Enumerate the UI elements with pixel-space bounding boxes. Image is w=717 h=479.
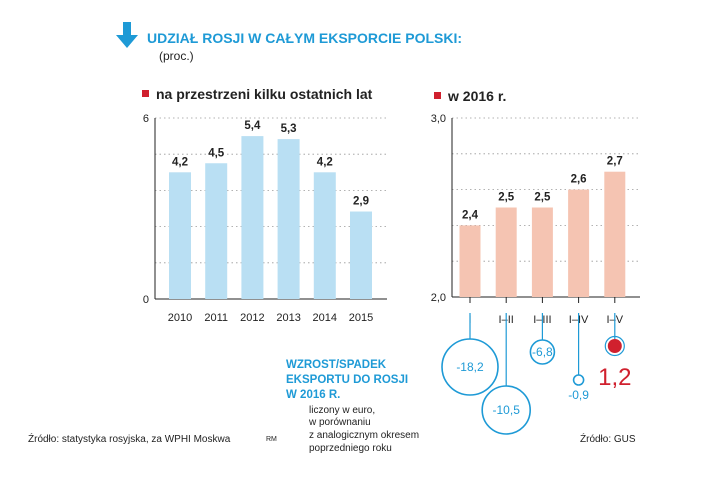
left-chart-value-label: 4,2 xyxy=(172,156,188,168)
right-chart-title: w 2016 r. xyxy=(447,88,506,104)
change-marker xyxy=(607,339,622,353)
change-bubble xyxy=(481,385,532,435)
change-title-line-2: EKSPORTU DO ROSJI xyxy=(286,374,408,386)
rm-mark: RM xyxy=(266,436,277,443)
source-left: Źródło: statystyka rosyjska, za WPHI Mos… xyxy=(28,432,231,445)
left-chart-value-label: 2,9 xyxy=(353,196,369,208)
right-chart-value-label: 2,7 xyxy=(607,156,623,168)
right-chart-bar xyxy=(568,189,590,297)
left-chart-ytick-label: 6 xyxy=(143,113,149,125)
left-chart-value-label: 4,2 xyxy=(317,156,333,168)
change-title-line-3: W 2016 R. xyxy=(286,389,340,401)
left-chart-xtick-label: 2015 xyxy=(349,312,373,324)
right-chart-bar xyxy=(495,207,517,297)
page-title: UDZIAŁ ROSJI W CAŁYM EKSPORCIE POLSKI: xyxy=(147,30,462,46)
right-chart-bar xyxy=(604,171,626,297)
right-chart-bar xyxy=(459,225,481,297)
change-bubble xyxy=(572,374,585,386)
left-chart-bar xyxy=(241,136,264,299)
change-title-line-1: WZROST/SPADEK xyxy=(286,359,387,371)
left-chart-bar xyxy=(277,139,300,299)
right-chart-value-label: 2,4 xyxy=(462,209,479,221)
left-chart-ytick-label: 0 xyxy=(143,294,149,306)
down-arrow-icon xyxy=(116,22,138,48)
change-value-label: 1,2 xyxy=(598,364,631,391)
left-chart-bar xyxy=(350,211,372,299)
change-note-line-3: z analogicznym okresem xyxy=(309,430,419,441)
change-value-label: -0,9 xyxy=(568,388,589,402)
change-note-line-2: w porównaniu xyxy=(308,417,371,428)
right-chart-ytick-label: 3,0 xyxy=(431,113,446,125)
change-bubble-chart: WZROST/SPADEK EKSPORTU DO ROSJI W 2016 R… xyxy=(286,313,631,454)
change-note-line-4: poprzedniego roku xyxy=(309,443,392,454)
change-value-label: -18,2 xyxy=(456,360,484,374)
right-bar-chart: w 2016 r. 2,03,02,4I2,5I–II2,5I–III2,6I–… xyxy=(431,88,640,326)
left-chart-bar xyxy=(313,172,336,299)
right-chart-ytick-label: 2,0 xyxy=(431,292,446,304)
right-chart-value-label: 2,5 xyxy=(498,192,515,204)
right-chart-bullet-icon xyxy=(434,92,441,99)
right-chart-value-label: 2,5 xyxy=(534,192,551,204)
left-chart-value-label: 4,5 xyxy=(208,147,225,159)
left-chart-bar xyxy=(169,172,191,299)
right-chart-bar xyxy=(531,207,553,297)
left-chart-xtick-label: 2014 xyxy=(313,312,337,324)
left-chart-xtick-label: 2011 xyxy=(204,312,228,324)
left-chart-title: na przestrzeni kilku ostatnich lat xyxy=(156,86,373,102)
left-chart-value-label: 5,3 xyxy=(281,123,297,135)
change-value-label: -10,5 xyxy=(493,403,521,417)
left-chart-xtick-label: 2013 xyxy=(276,312,300,324)
change-bubble xyxy=(441,338,499,396)
left-chart-value-label: 5,4 xyxy=(244,120,261,132)
left-chart-xtick-label: 2012 xyxy=(240,312,264,324)
left-chart-bullet-icon xyxy=(142,90,149,97)
change-bubble xyxy=(529,339,556,365)
left-chart-bar xyxy=(205,163,228,299)
left-chart-xtick-label: 2010 xyxy=(168,312,192,324)
page-subtitle: (proc.) xyxy=(159,49,194,63)
right-chart-value-label: 2,6 xyxy=(571,174,587,186)
change-note-line-1: liczony w euro, xyxy=(309,405,375,416)
change-marker-ring xyxy=(604,335,625,357)
change-value-label: -6,8 xyxy=(532,345,553,359)
left-bar-chart: na przestrzeni kilku ostatnich lat 0 6 4,2… xyxy=(142,86,387,324)
source-right: Źródło: GUS xyxy=(580,432,636,445)
